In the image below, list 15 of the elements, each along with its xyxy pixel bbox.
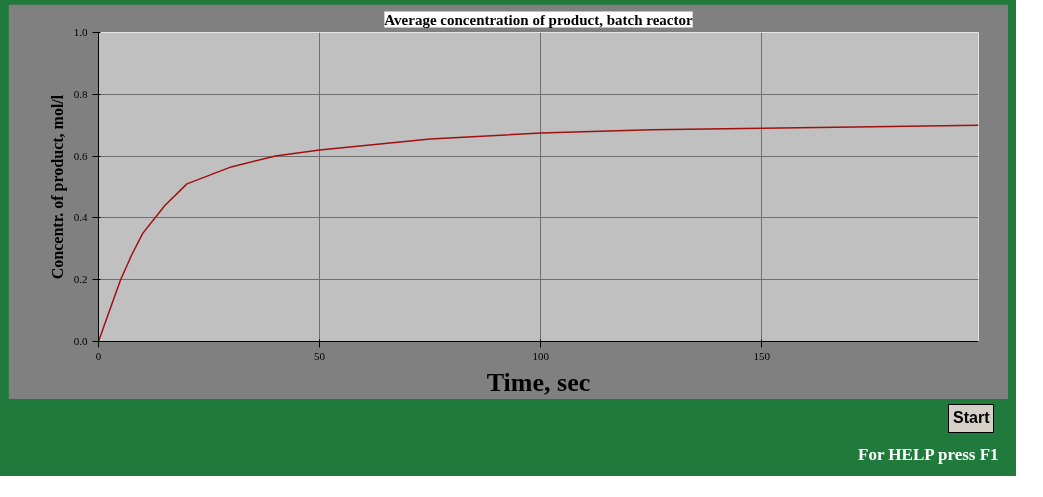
text: Start bbox=[953, 408, 990, 428]
x-axis-title: Time, sec bbox=[486, 367, 591, 397]
x-tick-label: 50 bbox=[314, 349, 326, 362]
text: For HELP press F1 bbox=[858, 443, 999, 466]
y-axis-title: Concentr. of product, mol/l bbox=[48, 94, 67, 280]
y-tick-label: 0.8 bbox=[73, 87, 88, 100]
x-tick-label: 0 bbox=[95, 349, 102, 362]
x-tick-label: 150 bbox=[753, 349, 771, 362]
y-tick-label: 0.2 bbox=[73, 273, 88, 286]
y-tick-label: 0.4 bbox=[73, 211, 88, 224]
x-tick-label: 100 bbox=[532, 349, 550, 362]
y-tick-label: 0.6 bbox=[73, 149, 88, 162]
y-tick-label: 1.0 bbox=[73, 26, 88, 38]
y-tick-label: 0.0 bbox=[73, 335, 88, 347]
chart-title: Average concentration of product, batch reactor bbox=[384, 11, 693, 28]
